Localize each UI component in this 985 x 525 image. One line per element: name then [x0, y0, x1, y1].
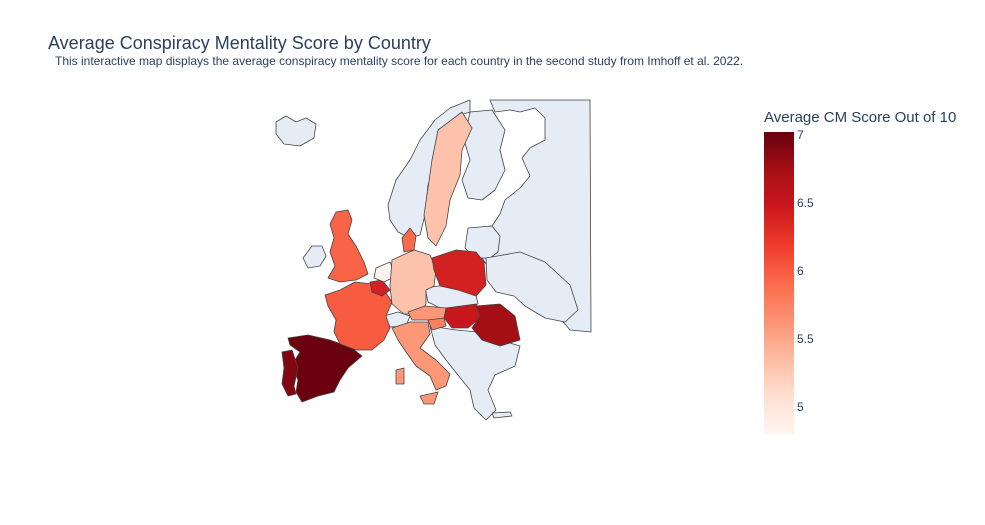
- region-iceland[interactable]: [275, 115, 317, 147]
- region-baltics[interactable]: [464, 225, 501, 259]
- region-portugal[interactable]: [281, 349, 299, 397]
- colorbar: [764, 132, 794, 434]
- region-denmark[interactable]: [401, 227, 417, 253]
- region-united-kingdom[interactable]: [327, 209, 369, 283]
- region-ireland[interactable]: [302, 245, 327, 269]
- region-italy[interactable]: [391, 321, 451, 391]
- region-sardinia[interactable]: [395, 367, 405, 385]
- colorbar-tick-label: 7: [797, 127, 804, 142]
- colorbar-title: Average CM Score Out of 10: [764, 109, 957, 126]
- region-poland[interactable]: [431, 249, 487, 297]
- region-sweden[interactable]: [423, 111, 473, 247]
- region-slovenia[interactable]: [427, 317, 447, 331]
- colorbar-tick-label: 5: [797, 399, 804, 414]
- region-sicily[interactable]: [419, 391, 439, 405]
- region-belarus-ukraine[interactable]: [485, 251, 579, 323]
- map-title: Average Conspiracy Mentality Score by Co…: [48, 33, 431, 53]
- map-subtitle: This interactive map displays the averag…: [55, 54, 744, 68]
- region-germany[interactable]: [389, 249, 437, 315]
- colorbar-tick-label: 6: [797, 263, 804, 278]
- region-crete[interactable]: [491, 411, 513, 419]
- region-france[interactable]: [324, 281, 393, 351]
- colorbar-tick-label: 6.5: [797, 195, 814, 210]
- colorbar-tick-label: 5.5: [797, 331, 814, 346]
- region-romania[interactable]: [471, 303, 521, 347]
- region-finland[interactable]: [461, 109, 506, 201]
